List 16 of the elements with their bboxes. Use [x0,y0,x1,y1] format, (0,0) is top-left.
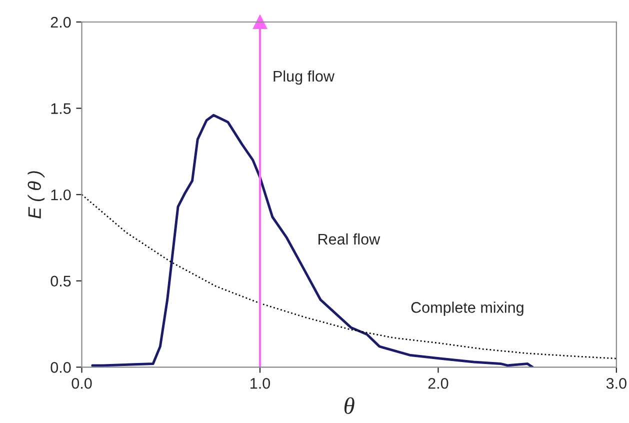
y-axis-title: E ( θ ) [28,171,45,218]
line-series [91,114,534,368]
line-series [82,194,616,360]
ref-line-label: Plug flow [274,70,335,85]
series-label: Complete mixing [411,302,524,316]
x-tick-label: 3.0 [606,378,626,389]
y-tick-label: 0.5 [50,276,71,287]
series-label: Real flow [318,233,380,245]
x-tick-label: 0.0 [72,378,92,389]
x-tick-label: 1.0 [250,378,270,389]
y-tick-label: 1.0 [51,189,71,200]
y-tick-label: 2.0 [50,16,71,28]
y-tick-label: 0.0 [50,362,71,373]
y-tick-label: 1.5 [51,103,71,114]
x-axis-title: θ [344,397,354,414]
x-tick-label: 2.0 [428,378,448,389]
